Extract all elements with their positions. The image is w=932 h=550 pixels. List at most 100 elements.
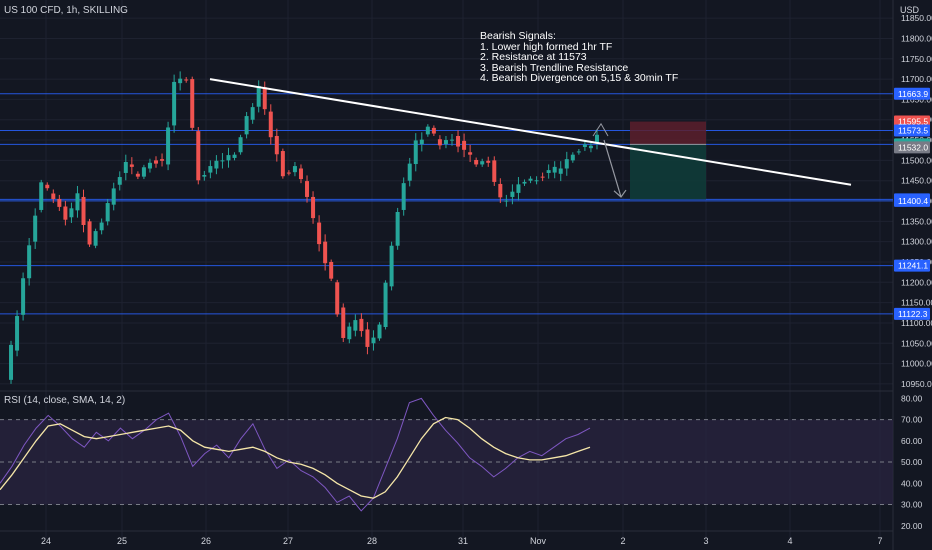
price-tag[interactable] — [894, 87, 930, 100]
price-tick-label: 11200.00 — [901, 277, 932, 287]
candle-body — [486, 160, 491, 163]
price-tag[interactable] — [894, 307, 930, 320]
lower-high-marker — [592, 122, 609, 137]
candle-body — [510, 191, 515, 197]
candle-body — [395, 211, 400, 246]
bearish-signals-annotation[interactable]: Bearish Signals: 1. Lower high formed 1hr… — [480, 31, 678, 84]
candle-body — [335, 282, 340, 315]
rsi-tick-label: 70.00 — [901, 415, 923, 425]
time-tick-label: 25 — [117, 536, 127, 546]
candle-body — [498, 183, 503, 198]
price-tag[interactable] — [894, 141, 930, 154]
candle-body — [21, 278, 26, 315]
candle-body — [341, 307, 346, 338]
price-tick-label: 11700.00 — [901, 74, 932, 84]
candle-body — [474, 159, 479, 165]
price-tag-label: 11241.1 — [898, 261, 928, 271]
price-tick-label: 11850.00 — [901, 13, 932, 23]
annotation-line-3: 3. Bearish Trendline Resistance — [480, 61, 629, 74]
candle-body — [262, 87, 267, 110]
candle-body — [311, 196, 316, 219]
price-tick-label: 11800.00 — [901, 33, 932, 43]
candle-body — [123, 162, 128, 173]
candle-body — [232, 154, 237, 158]
rsi-series-rsi[interactable] — [0, 397, 591, 512]
projection-arrow-shaft — [603, 139, 622, 198]
candle-body — [480, 161, 485, 165]
candle-body — [87, 221, 92, 245]
candle-body — [347, 326, 352, 340]
candle-body — [178, 78, 183, 84]
time-tick-label: 4 — [787, 536, 792, 546]
candle-body — [558, 168, 563, 174]
candle-body — [365, 329, 370, 347]
candle-body — [135, 173, 140, 177]
rsi-tick-label: 40.00 — [901, 478, 923, 488]
candle-body — [33, 215, 38, 242]
candle-body — [27, 245, 32, 279]
time-tick-label: Nov — [530, 536, 547, 546]
projection-arrow-head — [613, 189, 627, 198]
candle-body — [468, 152, 473, 155]
time-tick-label: 26 — [201, 536, 211, 546]
rsi-tick-label: 20.00 — [901, 521, 923, 531]
candle-body — [323, 241, 328, 264]
price-tick-label: 11050.00 — [901, 338, 932, 348]
price-tag[interactable] — [894, 259, 930, 272]
candle-body — [540, 176, 545, 178]
candle-body — [9, 344, 14, 380]
candle-body — [353, 320, 358, 331]
candle-body — [220, 160, 225, 162]
rsi-title: RSI (14, close, SMA, 14, 2) — [4, 395, 126, 406]
price-tick-label: 11750.00 — [901, 54, 932, 64]
candle-body — [214, 160, 219, 169]
price-tag-label: 11532.0 — [898, 142, 928, 152]
candle-body — [462, 140, 467, 150]
candle-body — [117, 177, 122, 185]
candle-body — [401, 183, 406, 210]
currency-label: USD — [900, 5, 920, 15]
price-tick-label: 10950.00 — [901, 379, 932, 389]
candle-body — [63, 206, 68, 220]
rsi-series-sma[interactable] — [0, 416, 591, 499]
rsi-tick-label: 50.00 — [901, 457, 923, 467]
stop-loss-zone[interactable] — [630, 121, 706, 145]
candle-body — [516, 184, 521, 193]
price-tag-label: 11663.9 — [898, 89, 928, 99]
candle-body — [57, 198, 62, 207]
bearish-trendline[interactable] — [209, 78, 852, 186]
take-profit-zone[interactable] — [630, 144, 706, 200]
time-tick-label: 2 — [620, 536, 625, 546]
candle-body — [588, 145, 593, 149]
candle-body — [317, 222, 322, 245]
candle-body — [154, 160, 158, 164]
candle-body — [383, 282, 388, 328]
candle-body — [437, 139, 442, 146]
price-tag[interactable] — [894, 194, 930, 207]
candle-body — [552, 166, 557, 173]
candle-body — [450, 139, 454, 141]
price-tag[interactable] — [894, 124, 930, 137]
candle-body — [582, 144, 587, 147]
candle-body — [492, 160, 497, 182]
candle-body — [111, 188, 116, 205]
price-tag-label: 11122.3 — [898, 309, 928, 319]
candle-body — [184, 79, 189, 81]
price-tag-label: 11400.4 — [898, 196, 928, 206]
candle-body — [99, 222, 104, 231]
candle-body — [39, 182, 44, 210]
candle-body — [268, 111, 273, 138]
annotation-line-0: Bearish Signals: — [480, 30, 556, 42]
candle-body — [208, 166, 213, 173]
candle-body — [190, 79, 195, 128]
rsi-tick-label: 30.00 — [901, 500, 923, 510]
price-tick-label: 11000.00 — [901, 359, 932, 369]
candle-body — [522, 181, 527, 184]
candle-body — [15, 316, 20, 351]
time-tick-label: 3 — [703, 536, 708, 546]
candle-body — [443, 140, 448, 145]
price-tick-label: 11500.00 — [901, 155, 932, 165]
price-tag-label: 11595.5 — [898, 117, 928, 127]
candle-body — [93, 231, 98, 246]
